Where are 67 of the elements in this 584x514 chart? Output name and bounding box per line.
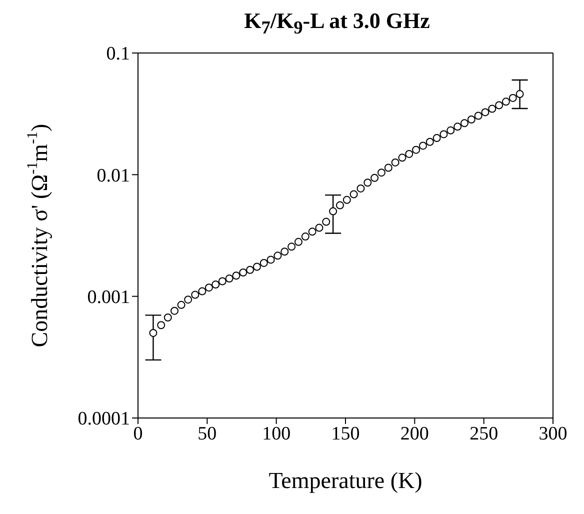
point xyxy=(170,307,179,316)
point xyxy=(260,259,268,268)
point xyxy=(280,248,289,256)
point xyxy=(418,142,427,150)
point xyxy=(364,179,372,188)
x-tick-label: 50 xyxy=(198,424,217,445)
x-axis-title: Temperature (K) xyxy=(268,468,422,494)
point xyxy=(350,190,358,199)
point xyxy=(198,288,206,296)
point xyxy=(149,329,158,338)
point xyxy=(266,256,275,264)
point xyxy=(460,120,468,128)
point xyxy=(377,168,386,177)
point xyxy=(184,296,192,304)
point xyxy=(384,164,392,172)
point xyxy=(246,266,254,274)
point xyxy=(225,274,234,283)
point xyxy=(412,146,420,154)
y-tick-label: 0.1 xyxy=(106,44,130,66)
point xyxy=(405,150,414,158)
point xyxy=(191,291,200,300)
point xyxy=(336,202,344,210)
point xyxy=(481,108,490,117)
point xyxy=(446,126,455,135)
y-tick-label: 0.001 xyxy=(87,287,130,308)
point xyxy=(467,116,476,124)
point xyxy=(391,158,400,167)
point xyxy=(164,314,172,322)
y-tick-label: 0.01 xyxy=(96,166,130,187)
point xyxy=(502,98,510,106)
point xyxy=(322,218,330,226)
point xyxy=(218,278,226,286)
point xyxy=(252,263,261,272)
point xyxy=(508,94,517,102)
x-tick-label: 100 xyxy=(262,424,291,445)
x-tick-label: 150 xyxy=(331,424,360,445)
point xyxy=(301,232,310,241)
chart-title: K$_{7}$/K$_{9}$-L at 3.0 GHz xyxy=(243,8,431,38)
point xyxy=(157,322,166,330)
point xyxy=(274,252,282,260)
point xyxy=(488,105,496,114)
x-tick-label: 250 xyxy=(470,424,498,445)
point xyxy=(440,130,448,139)
point xyxy=(432,134,441,142)
point xyxy=(516,90,524,98)
y-tick-label: 0.0001 xyxy=(78,409,130,430)
point xyxy=(398,154,406,162)
point xyxy=(177,301,186,310)
point xyxy=(308,228,316,236)
point xyxy=(212,280,220,289)
x-tick-label: 0 xyxy=(133,424,143,445)
x-tick-label: 300 xyxy=(538,424,568,445)
point xyxy=(356,184,365,193)
point xyxy=(370,174,379,182)
point xyxy=(426,138,434,146)
x-tick-label: 200 xyxy=(400,424,429,445)
point xyxy=(288,243,296,252)
point xyxy=(315,224,324,232)
point xyxy=(474,112,482,120)
point xyxy=(294,238,302,246)
point xyxy=(239,268,248,277)
point xyxy=(454,123,462,132)
point xyxy=(342,196,351,204)
point xyxy=(495,102,504,110)
point xyxy=(204,284,213,292)
point xyxy=(232,272,240,280)
point xyxy=(329,208,338,216)
